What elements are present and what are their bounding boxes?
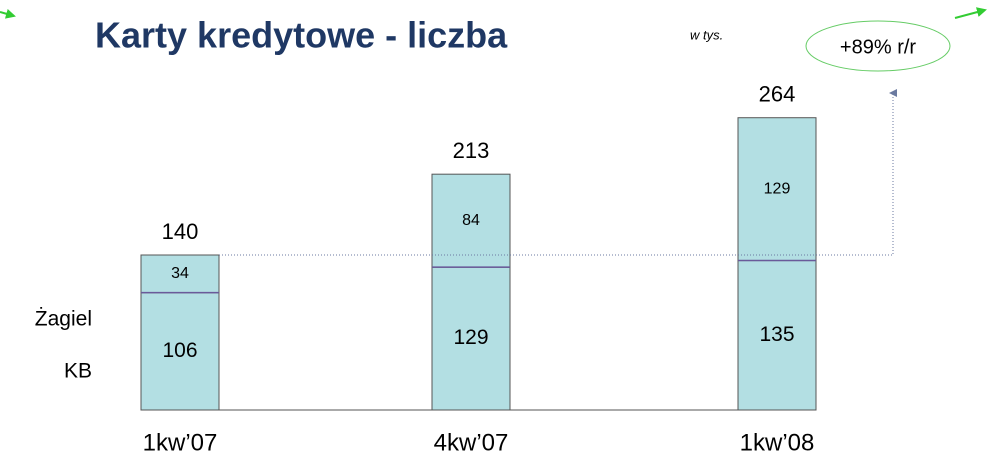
- chart-subtitle: w tys.: [690, 27, 723, 42]
- x-tick-label: 1kw’07: [143, 429, 218, 456]
- annotation: +89% r/r: [840, 36, 916, 58]
- chart-title: Karty kredytowe - liczba: [95, 15, 508, 56]
- legend-label: KB: [64, 360, 92, 383]
- decor-arrow: [954, 7, 987, 19]
- x-tick-label: 1kw’08: [740, 429, 815, 456]
- bar-segment: [431, 173, 511, 268]
- decor-arrow: [0, 8, 16, 19]
- x-tick-label: 4kw’07: [434, 429, 509, 456]
- segment-label: 106: [162, 339, 197, 362]
- bar-segment: [140, 254, 220, 294]
- segment-label: 135: [759, 323, 794, 346]
- bar-segment: [737, 117, 817, 262]
- segment-label: 129: [764, 180, 791, 197]
- segment-label: 34: [171, 265, 189, 282]
- total-label: 213: [453, 138, 490, 163]
- segment-label: 84: [462, 212, 480, 229]
- annotation-ellipse: [805, 20, 951, 72]
- total-label: 140: [162, 219, 199, 244]
- legend-label: Żagiel: [35, 308, 92, 331]
- total-label: 264: [759, 82, 796, 107]
- segment-label: 129: [453, 326, 488, 349]
- bar-segment: [431, 266, 511, 411]
